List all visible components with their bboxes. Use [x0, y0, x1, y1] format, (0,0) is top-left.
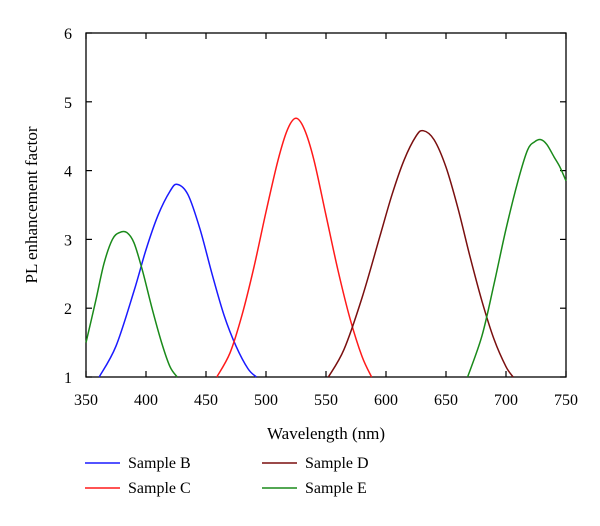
x-tick-label: 400 — [134, 392, 158, 409]
y-tick-label: 3 — [64, 232, 72, 249]
x-tick-label: 550 — [314, 392, 338, 409]
x-tick-label: 600 — [374, 392, 398, 409]
x-tick-label: 650 — [434, 392, 458, 409]
y-tick-label: 5 — [64, 95, 72, 112]
y-tick-label: 4 — [64, 164, 72, 181]
x-tick-label: 700 — [494, 392, 518, 409]
series-line-sample-e — [85, 230, 178, 378]
plot-frame — [85, 32, 567, 378]
legend-label-sample-e: Sample E — [305, 480, 367, 497]
legend-label-sample-b: Sample B — [128, 455, 191, 472]
series-line-sample-e — [466, 138, 567, 378]
x-axis-label: Wavelength (nm) — [267, 424, 385, 443]
series-line-sample-c — [216, 117, 373, 378]
y-tick-label: 1 — [64, 370, 72, 387]
x-tick-label: 500 — [254, 392, 278, 409]
series-lines — [85, 117, 567, 378]
x-tick-label: 350 — [74, 392, 98, 409]
x-tick-label: 750 — [554, 392, 578, 409]
x-tick-label: 450 — [194, 392, 218, 409]
series-line-sample-d — [327, 129, 514, 378]
legend-label-sample-c: Sample C — [128, 480, 191, 497]
y-axis-label: PL enhancement factor — [22, 126, 41, 283]
y-tick-label: 2 — [64, 301, 72, 318]
legend-label-sample-d: Sample D — [305, 455, 369, 472]
series-line-sample-b — [98, 183, 257, 378]
y-tick-label: 6 — [64, 26, 72, 43]
axis-ticks: 350 400 450 500 550 600 650 700 750 1 2 3 4 5 6 — [64, 26, 578, 409]
legend: Sample B Sample C Sample D Sample E — [85, 455, 369, 497]
